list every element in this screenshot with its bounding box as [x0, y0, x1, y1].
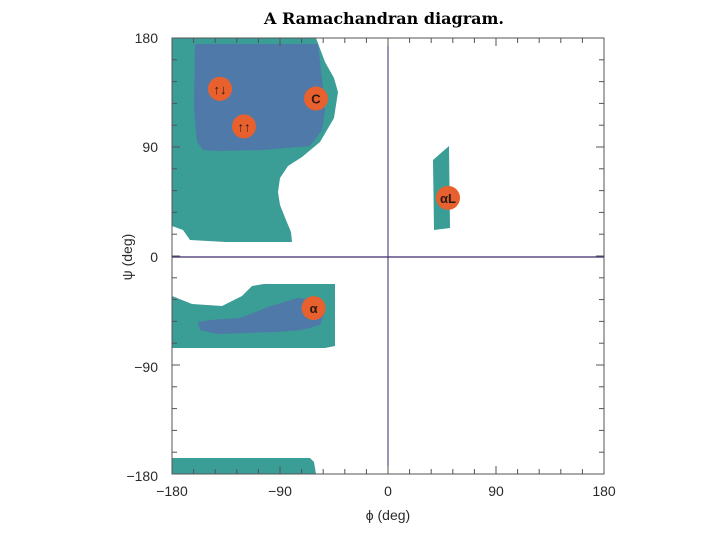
- favored-region-beta: [194, 44, 325, 151]
- badge-circle: [304, 86, 328, 111]
- badge-label: C: [311, 92, 321, 107]
- badge-label: αL: [440, 191, 456, 206]
- tick-marks: [171, 37, 605, 475]
- badge-label: α: [310, 301, 318, 316]
- region-badge: α: [301, 296, 326, 321]
- favored-region-alpha: [198, 298, 325, 334]
- y-tick-label: −180: [126, 468, 158, 484]
- badge-label: ↑↑: [238, 119, 251, 134]
- badge-label: ↑↓: [214, 82, 227, 97]
- favored-regions: [194, 44, 325, 334]
- diagram-title: A Ramachandran diagram.: [264, 9, 504, 28]
- x-tick-label: −180: [156, 483, 188, 499]
- y-tick-label: 180: [135, 30, 159, 46]
- region-badges: ↑↓ C ↑↑ αL α: [208, 76, 460, 321]
- badge-circle: [208, 76, 232, 101]
- y-tick-label: 0: [150, 249, 158, 265]
- x-tick-label: 0: [384, 483, 392, 499]
- x-axis-title: ϕ (deg): [366, 507, 410, 523]
- badge-circle: [301, 296, 326, 321]
- tick-labels: −180 −90 0 90 180 180 90 0 −90 −180: [126, 30, 615, 499]
- x-tick-label: 90: [488, 483, 504, 499]
- region-badge: ↑↑: [232, 114, 256, 139]
- region-badge: ↑↓: [208, 76, 232, 101]
- region-badge: C: [304, 86, 328, 111]
- badge-circle: [232, 114, 256, 139]
- x-tick-label: 180: [592, 483, 616, 499]
- x-tick-label: −90: [268, 483, 292, 499]
- y-tick-label: 90: [142, 139, 158, 155]
- y-axis-title: ψ (deg): [119, 234, 135, 281]
- badge-circle: [436, 185, 460, 210]
- region-badge: αL: [436, 185, 460, 210]
- y-tick-label: −90: [134, 359, 158, 375]
